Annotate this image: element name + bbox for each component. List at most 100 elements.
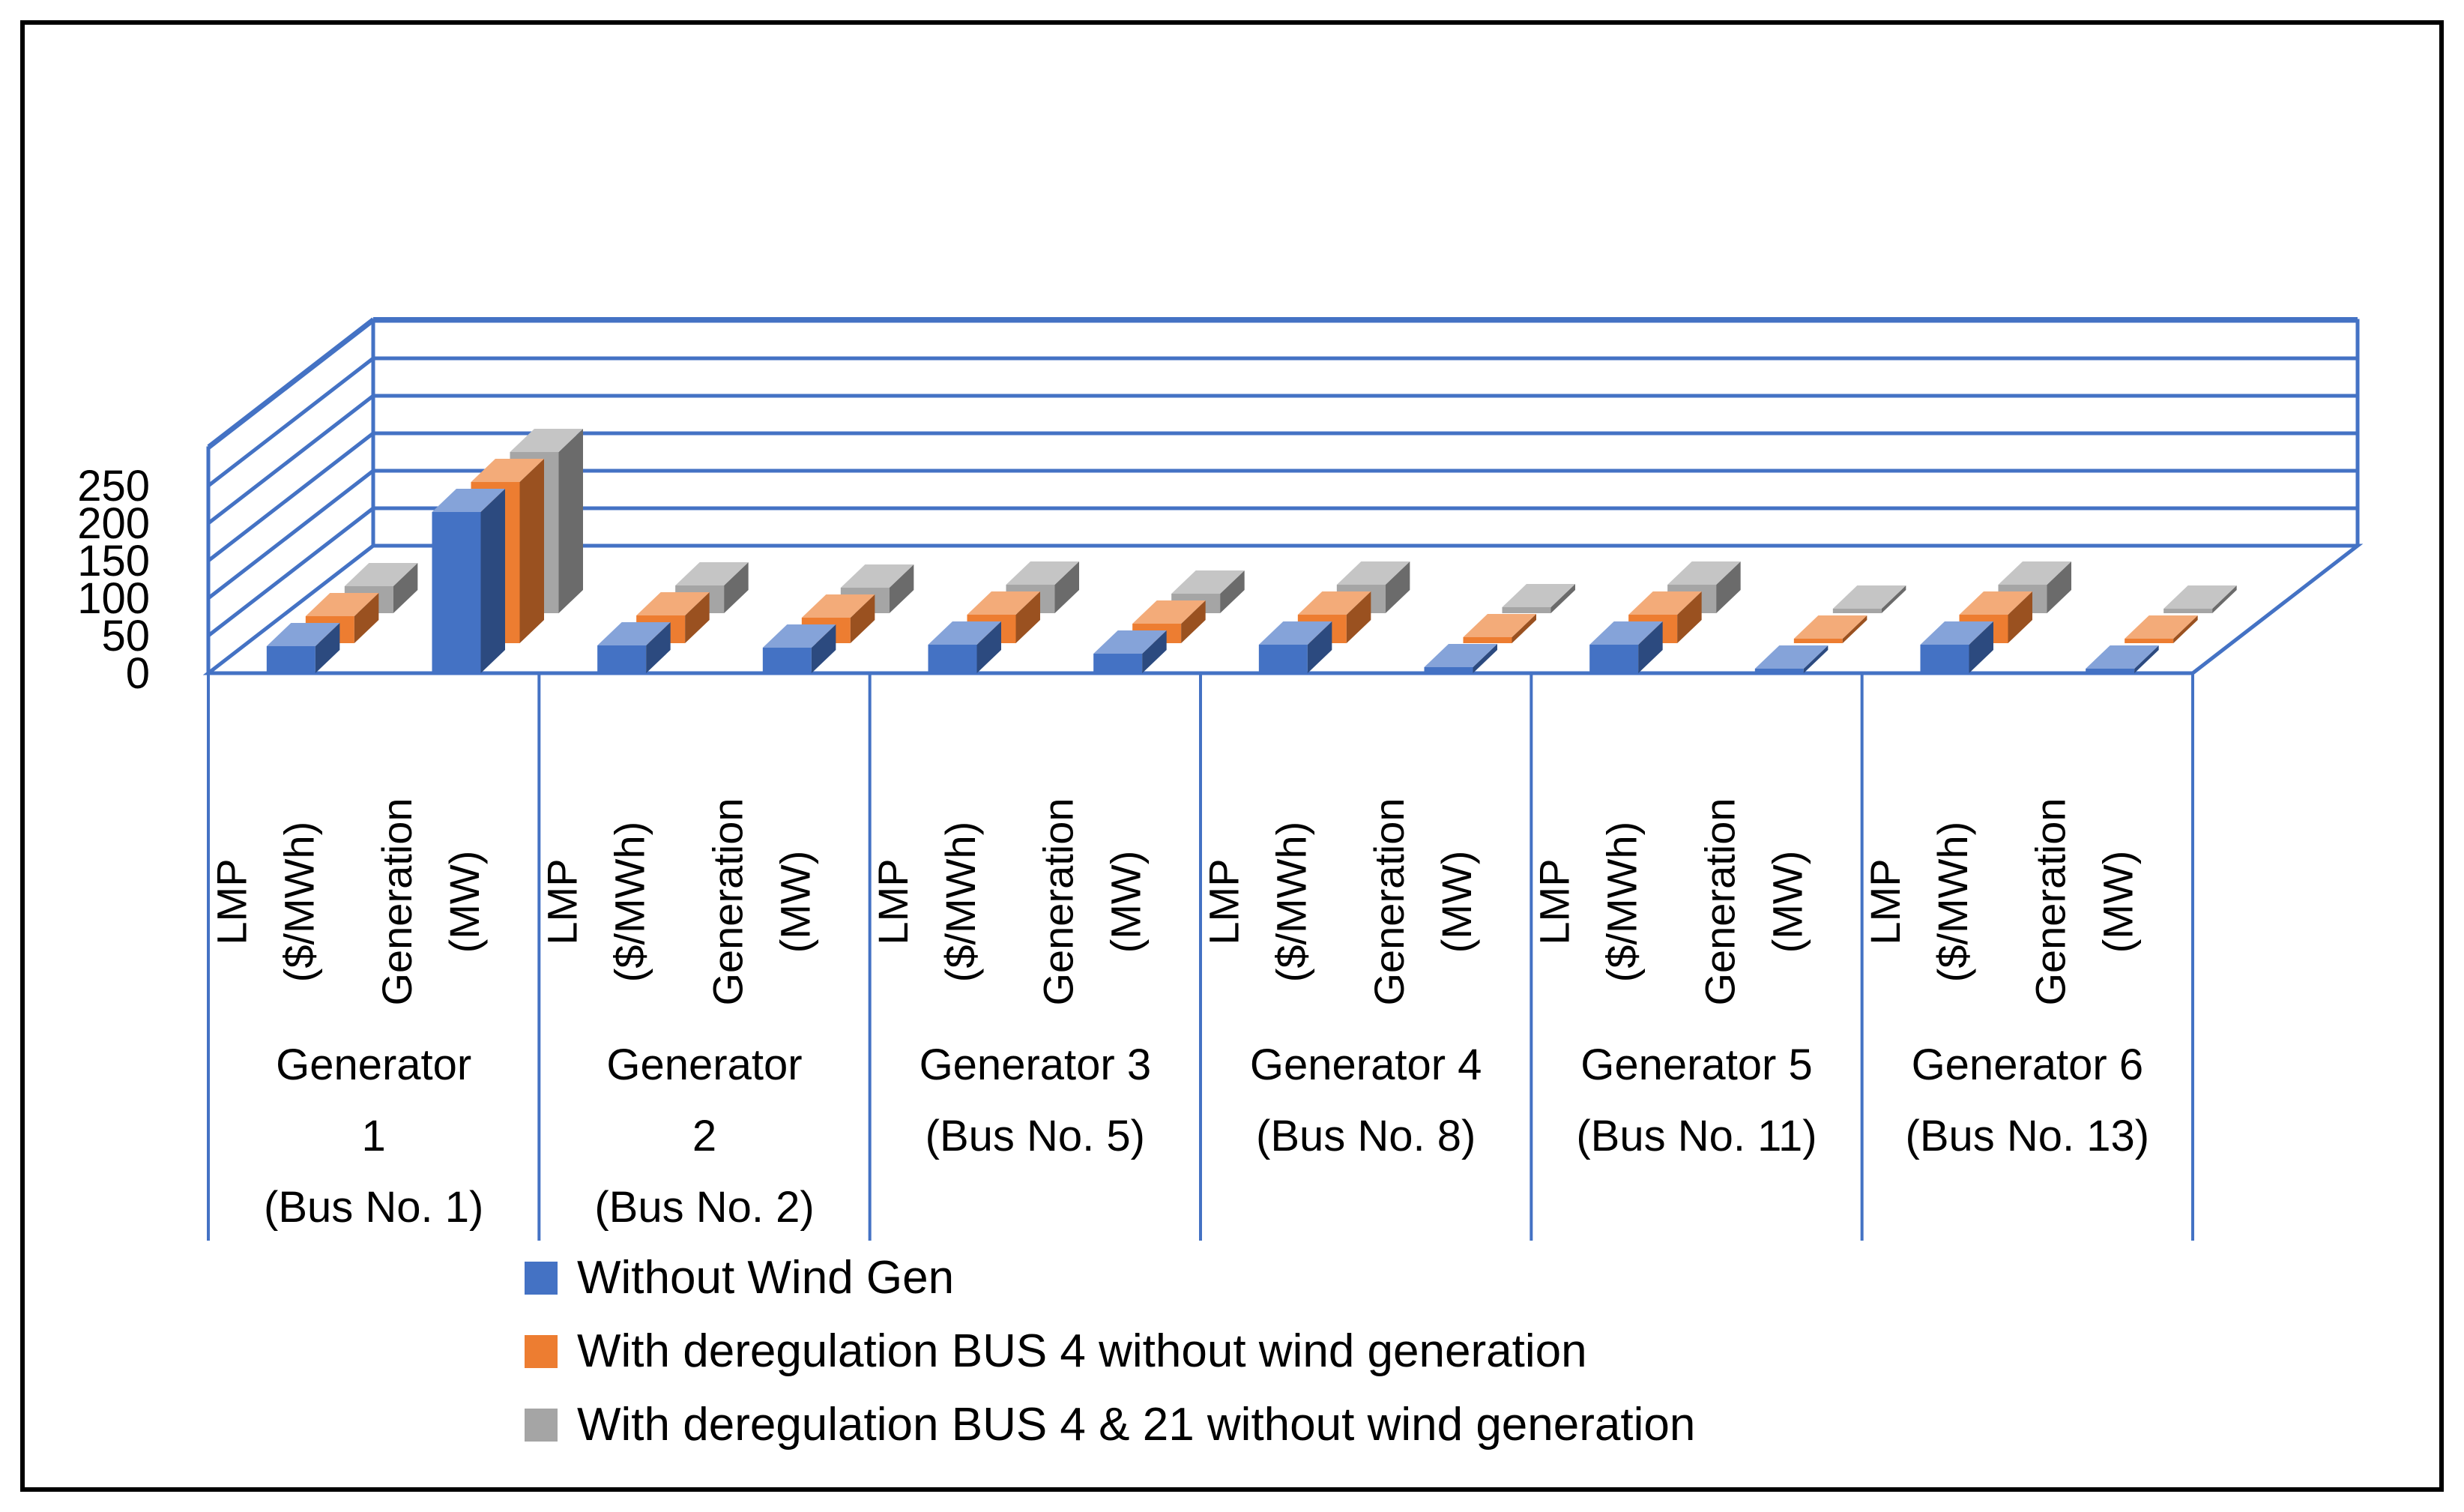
bar-side xyxy=(1638,621,1663,673)
bar-top xyxy=(597,622,671,645)
bar xyxy=(597,622,671,673)
bar-top xyxy=(1832,585,1906,609)
bar-front xyxy=(1093,654,1143,673)
bar-top xyxy=(1589,621,1663,645)
metric-label: LMP xyxy=(1531,858,1578,945)
side-gridline xyxy=(207,507,375,637)
bar-side xyxy=(1385,561,1410,613)
group-label: Generator xyxy=(606,1040,802,1089)
bar-top xyxy=(1171,570,1245,594)
bar-top xyxy=(1463,614,1536,637)
bar-side xyxy=(1346,591,1371,643)
metric-label: (MW) xyxy=(771,851,818,954)
side-gridline xyxy=(207,357,375,487)
bar xyxy=(1793,615,1867,643)
y-tick-label: 100 xyxy=(77,574,150,623)
bar-side xyxy=(976,621,1001,673)
bar-front xyxy=(1793,639,1843,643)
bar-side xyxy=(2212,585,2237,613)
bar-side xyxy=(1842,615,1867,643)
group-label: 2 xyxy=(692,1112,716,1160)
group-label: 1 xyxy=(362,1112,386,1160)
bar-side xyxy=(2173,615,2198,643)
bar xyxy=(1628,591,1702,643)
group-label: (Bus No. 5) xyxy=(925,1112,1145,1160)
bar xyxy=(266,623,340,673)
bar-front xyxy=(2163,609,2213,613)
legend-label: With deregulation BUS 4 & 21 without win… xyxy=(577,1399,1695,1451)
metric-label: LMP xyxy=(1200,858,1247,945)
metric-label: (MW) xyxy=(1433,851,1480,954)
metric-label: ($/MWh) xyxy=(275,822,322,983)
bar-top xyxy=(840,564,914,588)
legend-label: With deregulation BUS 4 without wind gen… xyxy=(577,1325,1587,1377)
bar-top xyxy=(2125,615,2198,639)
bar-side xyxy=(558,429,583,613)
bar-top xyxy=(1667,561,1741,585)
bar-side xyxy=(480,489,505,673)
bar-side xyxy=(850,594,875,643)
bar-side xyxy=(1473,644,1497,673)
bar-front xyxy=(1424,667,1473,673)
metric-label: LMP xyxy=(208,858,255,945)
bar xyxy=(1754,645,1829,673)
metric-label: ($/MWh) xyxy=(937,822,984,983)
metric-label: ($/MWh) xyxy=(606,822,653,983)
side-gridline xyxy=(207,432,375,562)
side-gridline xyxy=(207,469,375,600)
bar-front xyxy=(1920,645,1969,673)
bar-top xyxy=(305,593,379,616)
bar-side xyxy=(519,459,544,643)
bar-top xyxy=(1336,561,1410,585)
metric-label: (MW) xyxy=(1102,851,1150,954)
bar xyxy=(1832,585,1906,613)
bar-front xyxy=(1754,669,1804,673)
bar-top xyxy=(1628,591,1702,615)
bar-top xyxy=(1132,600,1206,624)
bar-top xyxy=(675,562,749,585)
group-label: Generator 3 xyxy=(920,1040,1152,1089)
metric-label: (MW) xyxy=(2095,851,2142,954)
bar xyxy=(801,594,875,643)
bar-top xyxy=(928,621,1001,645)
bar-front xyxy=(266,646,315,673)
bar-top xyxy=(1258,621,1332,645)
bar xyxy=(1463,614,1536,643)
metric-label: Generation xyxy=(1035,798,1082,1005)
bar-top xyxy=(801,594,875,618)
group-label: Generator 5 xyxy=(1580,1040,1813,1089)
bar-front xyxy=(597,645,647,673)
bar xyxy=(432,489,505,673)
bar-top xyxy=(1006,561,1079,585)
bar xyxy=(1093,630,1167,673)
y-tick-label: 200 xyxy=(77,499,150,548)
metric-label: LMP xyxy=(1861,858,1909,945)
bar-side xyxy=(354,593,379,643)
bar xyxy=(2163,585,2237,613)
bar-top xyxy=(1754,645,1829,669)
bar-top xyxy=(344,563,418,586)
bar-top xyxy=(1920,621,1993,645)
group-label: (Bus No. 1) xyxy=(264,1183,483,1232)
bar-top xyxy=(266,623,340,646)
bar-side xyxy=(2134,645,2159,673)
legend-swatch xyxy=(525,1262,558,1295)
bar-front xyxy=(1258,645,1308,673)
metric-label: ($/MWh) xyxy=(1598,822,1646,983)
group-label: Generator 6 xyxy=(1912,1040,2144,1089)
bar-top xyxy=(762,624,836,648)
legend: Without Wind Gen With deregulation BUS 4 … xyxy=(525,1252,1695,1451)
legend-swatch xyxy=(525,1335,558,1368)
bar-top xyxy=(471,459,544,482)
bar xyxy=(762,624,836,673)
x-axis-labels: LMP ($/MWh) Generation (MW) Generator 1 (Bus N… xyxy=(207,673,2194,1241)
metric-label: Generation xyxy=(1365,798,1413,1005)
bar-front xyxy=(1463,637,1512,643)
bar-side xyxy=(2047,561,2071,613)
bar-front xyxy=(2125,639,2174,643)
bar xyxy=(2086,645,2159,673)
metric-label: LMP xyxy=(869,858,917,945)
bar-side xyxy=(1181,600,1206,643)
bar-front xyxy=(432,512,481,673)
